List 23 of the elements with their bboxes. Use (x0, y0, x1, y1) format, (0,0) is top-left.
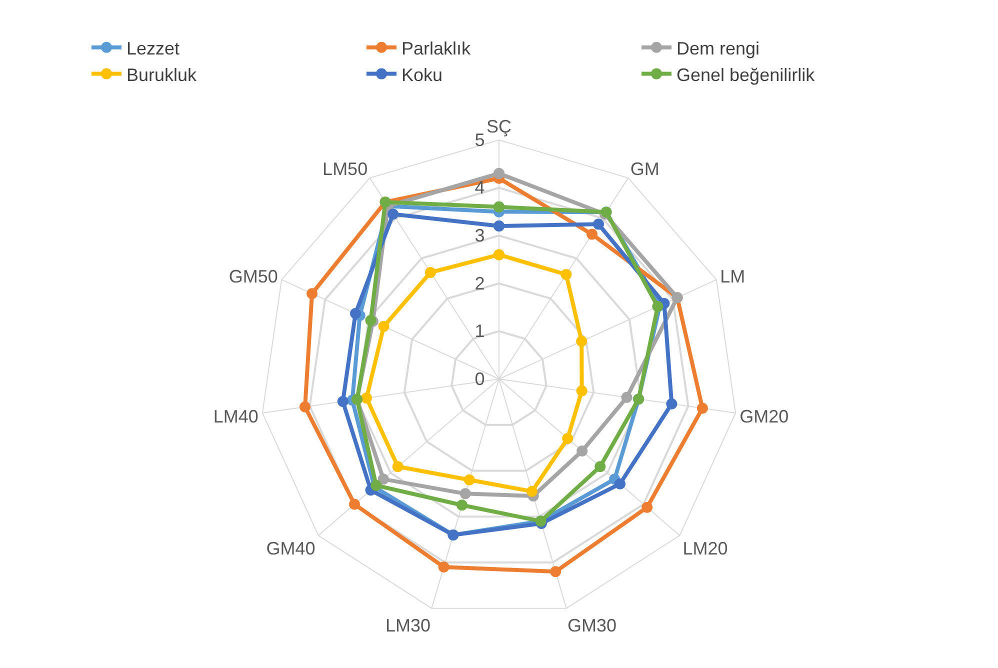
spoke-label: SÇ (486, 116, 512, 136)
y-tick-label: 4 (474, 178, 485, 198)
spoke-label: GM (630, 158, 660, 179)
spoke-label: LM30 (385, 615, 431, 636)
legend-label: Burukluk (126, 64, 198, 85)
y-tick-label: 3 (474, 225, 485, 246)
y-tick-label: 1 (474, 321, 485, 342)
legend-label: Parlaklık (402, 38, 472, 58)
legend-label: Genel beğenilirlik (676, 64, 816, 85)
spoke-label: LM (720, 266, 746, 286)
legend-label: Dem rengi (676, 38, 760, 58)
spoke-label: GM30 (567, 615, 617, 636)
legend-label: Lezzet (126, 38, 180, 58)
spoke-label: LM50 (322, 158, 368, 179)
spoke-label: GM40 (266, 538, 316, 559)
spoke-label: GM50 (228, 266, 278, 286)
legend-label: Koku (402, 64, 443, 85)
spoke-label: GM20 (740, 406, 789, 426)
y-tick-label: 5 (474, 130, 485, 150)
y-tick-label: 0 (474, 368, 485, 389)
spoke-label: LM40 (213, 406, 258, 426)
y-tick-label: 2 (474, 273, 485, 294)
spoke-label: LM20 (682, 538, 728, 559)
